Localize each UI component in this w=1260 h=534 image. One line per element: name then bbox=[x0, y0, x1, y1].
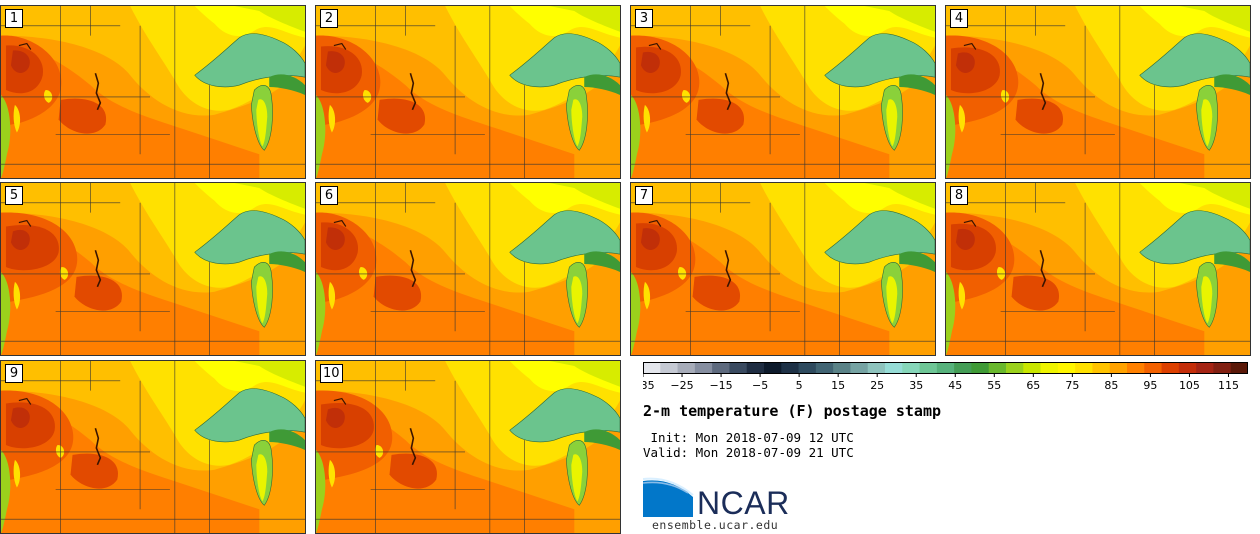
member-label: 3 bbox=[635, 9, 653, 28]
colorbar-segment bbox=[919, 362, 938, 374]
member-panel[interactable]: 4 bbox=[945, 5, 1251, 179]
colorbar-tick-label: −5 bbox=[752, 379, 768, 392]
colorbar-segment bbox=[1023, 362, 1041, 374]
member-panel[interactable]: 8 bbox=[945, 182, 1251, 356]
colorbar-segment bbox=[1196, 362, 1214, 374]
temperature-map bbox=[1, 6, 305, 178]
temperature-map bbox=[316, 361, 620, 533]
member-panel[interactable]: 3 bbox=[630, 5, 936, 179]
colorbar-tick-label: 45 bbox=[948, 379, 962, 392]
colorbar-tick-label: −25 bbox=[670, 379, 693, 392]
colorbar-segment bbox=[694, 362, 713, 374]
member-panel[interactable]: 5 bbox=[0, 182, 306, 356]
member-panel[interactable]: 1 bbox=[0, 5, 306, 179]
colorbar-segment bbox=[936, 362, 955, 374]
colorbar-tick-label: 85 bbox=[1104, 379, 1118, 392]
colorbar-segment bbox=[815, 362, 834, 374]
colorbar-tick-label: 75 bbox=[1065, 379, 1079, 392]
temperature-map bbox=[316, 183, 620, 355]
member-panel[interactable]: 7 bbox=[630, 182, 936, 356]
colorbar-tick-label: 105 bbox=[1179, 379, 1200, 392]
colorbar-segment bbox=[954, 362, 972, 374]
colorbar-segment bbox=[798, 362, 817, 374]
colorbar-segment bbox=[643, 362, 661, 374]
colorbar-segment bbox=[1109, 362, 1128, 374]
colorbar-tick-label: 5 bbox=[796, 379, 803, 392]
colorbar-segment bbox=[677, 362, 696, 374]
temperature-map bbox=[316, 6, 620, 178]
temperature-colorbar: −35 −25 −15 −5 5 15 25 35 45 55 65 75 85 95 105 115 bbox=[643, 362, 1248, 392]
member-label: 2 bbox=[320, 9, 338, 28]
colorbar-segment bbox=[1040, 362, 1059, 374]
colorbar-frame bbox=[643, 362, 1248, 374]
ncar-logo-icon[interactable] bbox=[643, 477, 793, 519]
member-label: 4 bbox=[950, 9, 968, 28]
colorbar-segment bbox=[850, 362, 869, 374]
figure-title: 2-m temperature (F) postage stamp bbox=[643, 402, 942, 420]
colorbar-segment bbox=[712, 362, 730, 374]
colorbar-segment bbox=[1213, 362, 1232, 374]
member-label: 1 bbox=[5, 9, 23, 28]
colorbar-tick-label: 65 bbox=[1026, 379, 1040, 392]
colorbar-segment bbox=[867, 362, 886, 374]
colorbar-segment bbox=[988, 362, 1007, 374]
member-label: 6 bbox=[320, 186, 338, 205]
colorbar-tick-label: 15 bbox=[831, 379, 845, 392]
colorbar-segment bbox=[1161, 362, 1180, 374]
temperature-map bbox=[1, 361, 305, 533]
colorbar-tick-label: 25 bbox=[870, 379, 884, 392]
colorbar-segment bbox=[729, 362, 748, 374]
site-url[interactable]: ensemble.ucar.edu bbox=[652, 518, 779, 532]
colorbar-tick-label: −15 bbox=[709, 379, 732, 392]
colorbar-segment bbox=[902, 362, 920, 374]
ncar-logo-text: NCAR bbox=[697, 485, 790, 521]
member-panel[interactable]: 9 bbox=[0, 360, 306, 534]
colorbar-segment bbox=[781, 362, 799, 374]
colorbar-segment bbox=[971, 362, 990, 374]
member-label: 5 bbox=[5, 186, 23, 205]
member-panel[interactable]: 2 bbox=[315, 5, 621, 179]
init-time: Init: Mon 2018-07-09 12 UTC bbox=[643, 430, 854, 445]
colorbar-segment bbox=[764, 362, 782, 374]
colorbar-segment bbox=[746, 362, 765, 374]
colorbar-segment bbox=[1144, 362, 1162, 374]
colorbar-segment bbox=[1092, 362, 1111, 374]
colorbar-segment bbox=[1178, 362, 1197, 374]
member-label: 8 bbox=[950, 186, 968, 205]
member-panel[interactable]: 6 bbox=[315, 182, 621, 356]
colorbar-segment bbox=[660, 362, 678, 374]
colorbar-segment bbox=[1075, 362, 1093, 374]
colorbar-segment bbox=[885, 362, 903, 374]
temperature-map bbox=[1, 183, 305, 355]
temperature-map bbox=[631, 6, 935, 178]
colorbar-tick-label: 115 bbox=[1218, 379, 1239, 392]
member-label: 7 bbox=[635, 186, 653, 205]
temperature-map bbox=[946, 183, 1250, 355]
member-label: 9 bbox=[5, 364, 23, 383]
colorbar-tick-label: −35 bbox=[643, 379, 655, 392]
temperature-map bbox=[631, 183, 935, 355]
member-label: 10 bbox=[320, 364, 343, 383]
colorbar-tick-label: 95 bbox=[1143, 379, 1157, 392]
colorbar-segment bbox=[1006, 362, 1024, 374]
colorbar-segment bbox=[1057, 362, 1076, 374]
member-panel[interactable]: 10 bbox=[315, 360, 621, 534]
colorbar-tick-label: 35 bbox=[909, 379, 923, 392]
temperature-map bbox=[946, 6, 1250, 178]
colorbar-tick-label: 55 bbox=[987, 379, 1001, 392]
colorbar-segment bbox=[833, 362, 851, 374]
colorbar-segment bbox=[1127, 362, 1145, 374]
valid-time: Valid: Mon 2018-07-09 21 UTC bbox=[643, 445, 854, 460]
colorbar-segment bbox=[1230, 362, 1248, 374]
